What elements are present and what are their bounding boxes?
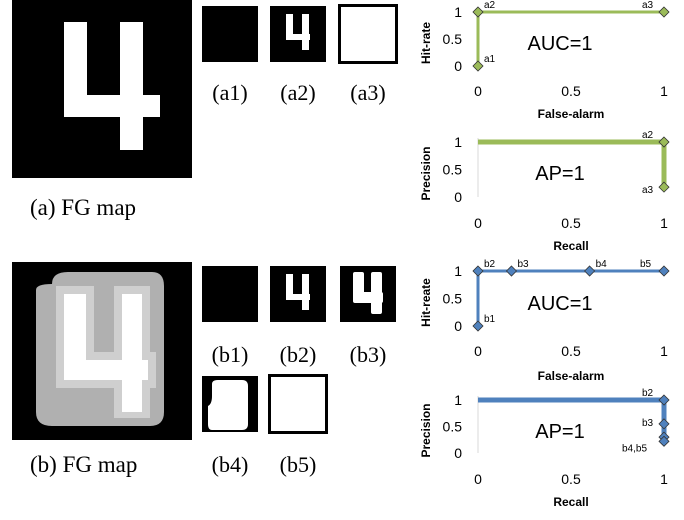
point-label: b2 (484, 259, 496, 270)
x-tick-label: 0 (474, 343, 482, 359)
point-label: b4 (596, 259, 608, 270)
chart-annotation: AP=1 (535, 163, 584, 185)
y-tick-label: 0.5 (443, 419, 463, 435)
y-tick-label: 1 (454, 4, 462, 20)
y-tick-label: 1 (454, 134, 462, 150)
thumb-a3 (338, 4, 398, 64)
label-a1: (a1) (212, 80, 248, 105)
point-label: a1 (484, 54, 496, 65)
point-label: a3 (642, 0, 654, 11)
data-point (472, 320, 484, 332)
x-tick-label: 0 (474, 215, 482, 231)
x-tick-label: 0.5 (561, 343, 581, 359)
x-axis-label: False-alarm (538, 107, 605, 121)
point-label: a2 (642, 130, 654, 141)
label-a3: (a3) (350, 80, 386, 105)
y-tick-label: 0 (454, 58, 462, 74)
point-label: b5 (640, 259, 652, 270)
y-tick-label: 0 (454, 318, 462, 334)
fg-map-b (12, 262, 192, 440)
label-b2: (b2) (279, 342, 317, 367)
fg-map-a (12, 0, 192, 178)
data-point (658, 418, 670, 430)
label-a2: (a2) (280, 80, 316, 105)
thumb-b5 (268, 374, 328, 434)
x-axis-label: Recall (553, 495, 588, 509)
x-axis-label: False-alarm (538, 369, 605, 383)
x-tick-label: 0 (474, 471, 482, 487)
x-tick-label: 1 (660, 83, 668, 99)
label-b1: (b1) (211, 342, 249, 367)
point-label: b1 (484, 314, 496, 325)
y-tick-label: 0.5 (443, 291, 463, 307)
chart-annotation: AUC=1 (527, 293, 592, 315)
thumb-b4 (202, 376, 258, 432)
chart-annotation: AP=1 (535, 421, 584, 443)
chart-annotation: AUC=1 (527, 33, 592, 55)
data-point (658, 6, 670, 18)
y-axis-label: Precision (419, 146, 433, 200)
point-label: b3 (517, 259, 529, 270)
data-point (658, 435, 670, 447)
x-tick-label: 0 (474, 83, 482, 99)
point-label: b2 (642, 388, 654, 399)
data-point (584, 265, 596, 277)
x-tick-label: 0.5 (561, 215, 581, 231)
y-tick-label: 1 (454, 263, 462, 279)
data-point (658, 136, 670, 148)
thumb-a1 (202, 6, 258, 62)
x-axis-label: Recall (553, 239, 588, 253)
caption-b: (b) FG map (30, 452, 138, 477)
thumb-a2 (270, 6, 326, 62)
y-tick-label: 0.5 (443, 162, 463, 178)
label-b5: (b5) (279, 452, 317, 477)
label-b4: (b4) (211, 452, 249, 477)
data-point (472, 265, 484, 277)
x-tick-label: 0.5 (561, 83, 581, 99)
x-tick-label: 1 (660, 343, 668, 359)
x-tick-label: 0.5 (561, 471, 581, 487)
y-tick-label: 0 (454, 445, 462, 461)
y-axis-label: Hit-rate (419, 22, 433, 64)
thumb-b3 (340, 266, 396, 322)
y-tick-label: 0 (454, 189, 462, 205)
point-label: a3 (642, 185, 654, 196)
point-label: b3 (642, 418, 654, 429)
y-tick-label: 1 (454, 392, 462, 408)
label-b3: (b3) (349, 342, 387, 367)
point-label: a2 (484, 0, 496, 11)
thumb-b2 (270, 266, 326, 322)
caption-a: (a) FG map (30, 195, 137, 220)
data-point (658, 181, 670, 193)
point-label: b4,b5 (622, 443, 647, 454)
x-tick-label: 1 (660, 471, 668, 487)
data-point (658, 265, 670, 277)
y-axis-label: Precision (419, 403, 433, 457)
y-axis-label: Hit-reate (419, 278, 433, 327)
x-tick-label: 1 (660, 215, 668, 231)
data-point (472, 6, 484, 18)
thumb-b1 (202, 266, 258, 322)
data-point (472, 60, 484, 72)
y-tick-label: 0.5 (443, 31, 463, 47)
data-point (505, 265, 518, 277)
data-point (658, 394, 670, 406)
